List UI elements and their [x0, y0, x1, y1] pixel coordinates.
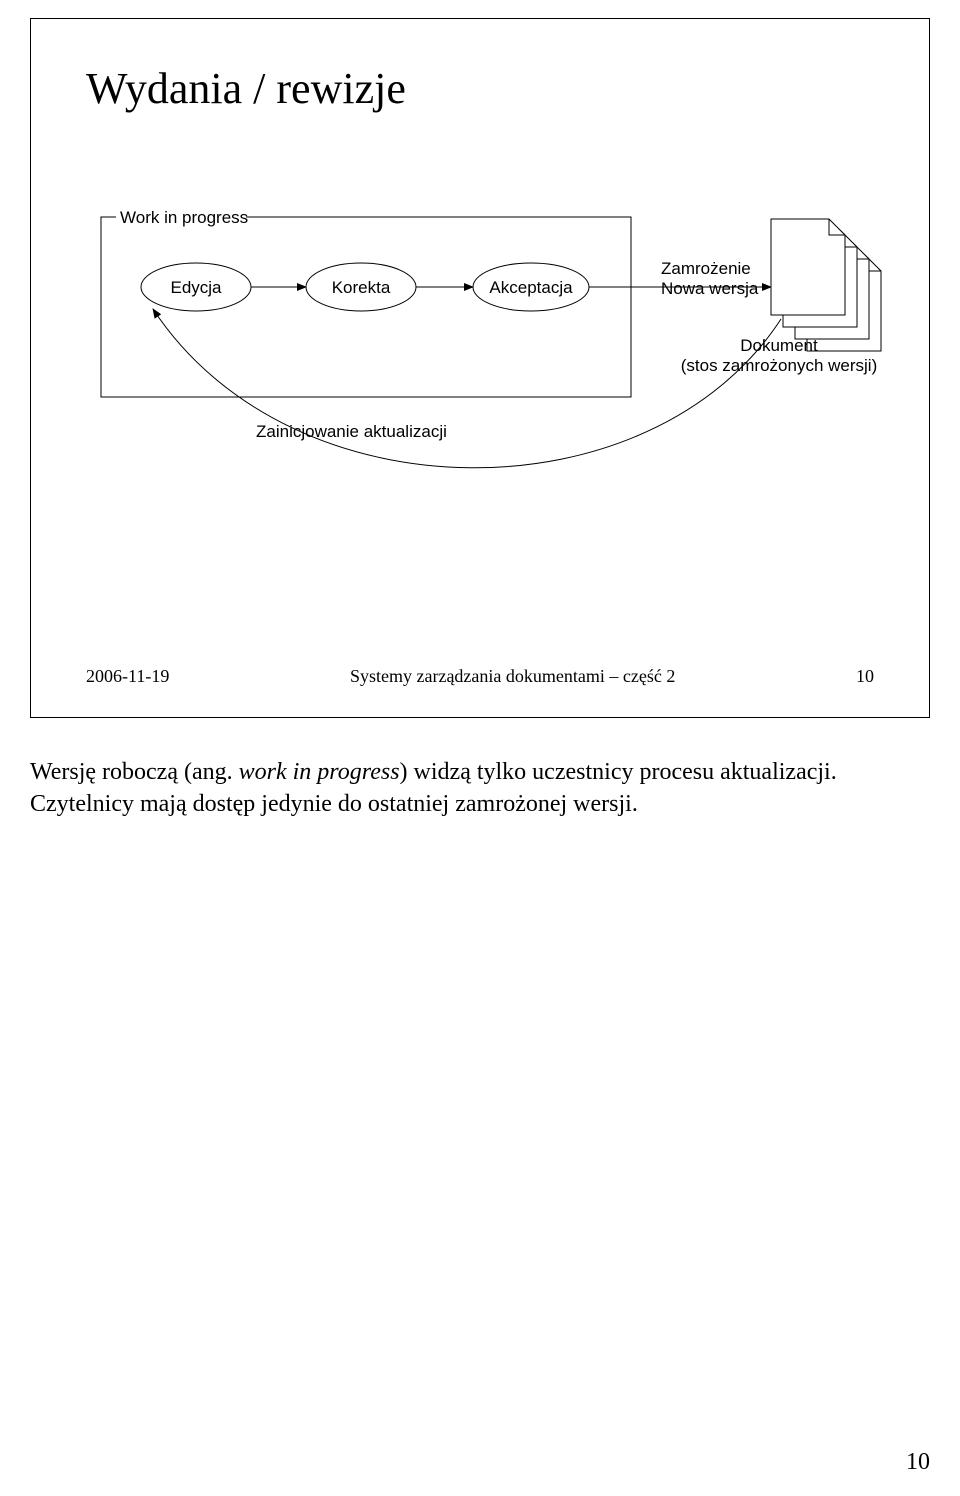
svg-text:Zainicjowanie aktualizacji: Zainicjowanie aktualizacji: [256, 422, 447, 441]
slide-frame: Wydania / rewizje Work in progressEdycja…: [30, 18, 930, 718]
caption-italic: work in progress: [239, 759, 400, 785]
svg-text:Nowa wersja: Nowa wersja: [661, 279, 759, 298]
footer-pagenum: 10: [856, 666, 874, 687]
caption-paragraph: Wersję roboczą (ang. work in progress) w…: [30, 756, 930, 821]
caption-prefix: Wersję roboczą (ang.: [30, 759, 239, 785]
svg-text:Korekta: Korekta: [332, 278, 391, 297]
svg-text:Work in progress: Work in progress: [120, 208, 248, 227]
footer-date: 2006-11-19: [86, 666, 169, 687]
svg-text:(stos zamrożonych wersji): (stos zamrożonych wersji): [681, 356, 878, 375]
slide-footer: 2006-11-19 Systemy zarządzania dokumenta…: [86, 666, 874, 687]
svg-text:Akceptacja: Akceptacja: [489, 278, 573, 297]
svg-text:Zamrożenie: Zamrożenie: [661, 259, 751, 278]
svg-text:Edycja: Edycja: [170, 278, 222, 297]
page-number: 10: [906, 1449, 930, 1476]
svg-text:Dokument: Dokument: [740, 336, 818, 355]
workflow-diagram: Work in progress Edycja Korekta Akceptacja Z…: [31, 19, 931, 719]
footer-center: Systemy zarządzania dokumentami – część …: [350, 666, 675, 687]
